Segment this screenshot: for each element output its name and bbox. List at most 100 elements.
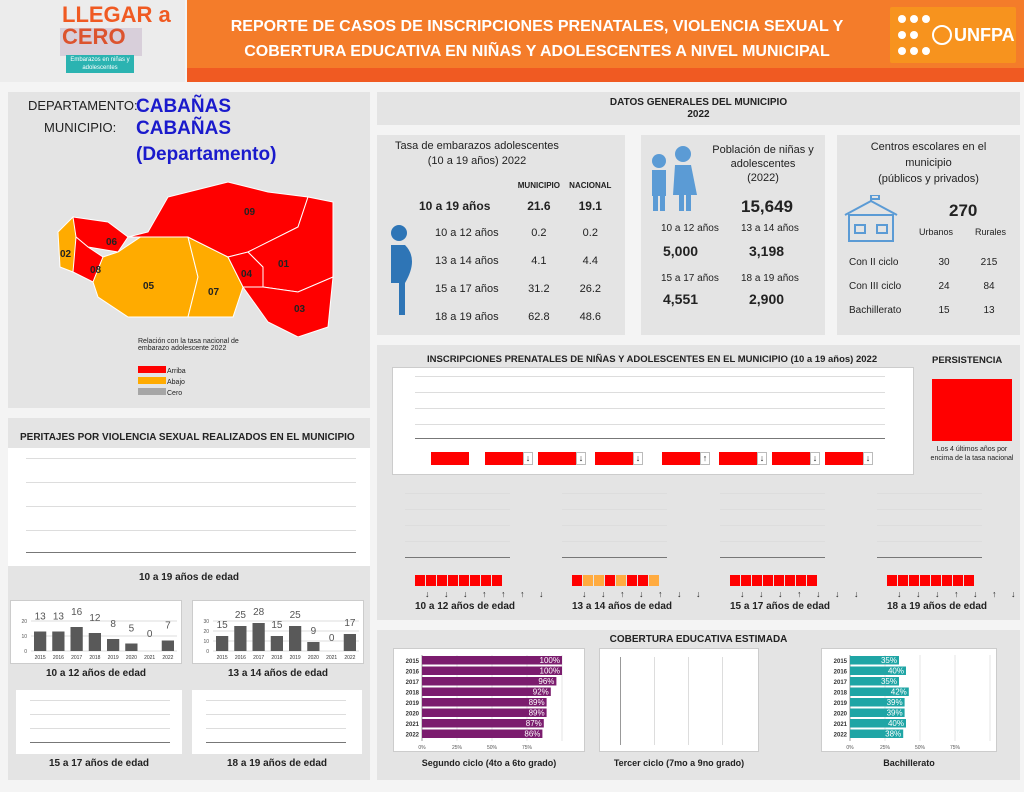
data-label: 0 [329, 633, 335, 644]
trend-arrows: ↓ ↓ ↓ ↑ ↑ ↑ ↓ [425, 589, 550, 599]
data-label: 100% [540, 656, 560, 665]
violence-13-14-chart: 0 10 20 30 15 2015 25 2016 28 2017 15 2018 25 2019 9 20… [192, 600, 364, 664]
trend-arrows: ↓ ↓ ↑ ↓ ↑ ↓ ↓ [582, 589, 707, 599]
population-card: Población de niñas y adolescentes (2022) 1… [641, 135, 825, 335]
y-tick-label: 20 [21, 619, 27, 625]
data-label: 38% [885, 730, 901, 739]
bar-2019 [850, 698, 905, 707]
location-panel: DEPARTAMENTO: CABAÑAS MUNICIPIO: CABAÑAS… [8, 92, 370, 408]
rate-row: 10 a 19 años 21.6 19.1 [419, 199, 602, 213]
prenatal-status-tile [662, 452, 700, 465]
prenatal-group-chart: ↓ ↓ ↓ ↑ ↓ ↑ ↓ 18 a 19 años de edad [877, 483, 1016, 613]
status-tile [605, 575, 615, 586]
violence-18-19-label: 18 a 19 años de edad [226, 758, 328, 769]
rural-header: Rurales [975, 227, 1007, 237]
y-tick-label: 2015 [406, 659, 420, 665]
bar-2018 [270, 636, 283, 651]
municipality-label: MUNICIPIO: [44, 120, 117, 135]
status-tile [470, 575, 480, 586]
status-tile [481, 575, 491, 586]
x-tick-label: 25% [452, 745, 463, 751]
teen-pregnancy-rate-card: Tasa de embarazos adolescentes (10 a 19 a… [377, 135, 625, 335]
prenatal-group-chart: ↓ ↓ ↑ ↓ ↑ ↓ ↓ 13 a 14 años de edad [562, 483, 701, 613]
unfpa-logo: UNFPA [890, 7, 1016, 63]
data-label: 13 [35, 612, 47, 623]
x-tick-label: 2022 [344, 655, 355, 661]
report-title: REPORTE DE CASOS DE INSCRIPCIONES PRENAT… [230, 18, 844, 60]
violence-18-19-chart [192, 690, 362, 754]
y-tick-label: 2020 [834, 712, 848, 718]
data-label: 9 [311, 626, 317, 637]
bar-2016 [422, 666, 562, 675]
x-tick-label: 2018 [271, 655, 282, 661]
status-tile [942, 575, 952, 586]
svg-text:02: 02 [60, 249, 72, 260]
department-value: CABAÑAS [136, 96, 231, 117]
violence-13-14-label: 13 a 14 años de edad [227, 668, 329, 679]
y-tick-label: 20 [203, 629, 209, 635]
data-label: 42% [891, 688, 907, 697]
logo-text: LLEGAR a CERO [62, 2, 171, 49]
school-icon [844, 195, 898, 242]
y-tick-label: 2021 [834, 722, 848, 728]
bar-2015 [422, 656, 562, 665]
x-tick-label: 2018 [89, 655, 100, 661]
bar-2015 [34, 631, 47, 651]
status-tile [583, 575, 593, 586]
status-tile [459, 575, 469, 586]
status-tile [638, 575, 648, 586]
x-tick-label: 2016 [235, 655, 246, 661]
data-label: 8 [110, 619, 116, 630]
x-tick-label: 2016 [53, 655, 64, 661]
x-tick-label: 75% [522, 745, 533, 751]
rate-card-title: Tasa de embarazos adolescentes (10 a 19 a… [395, 140, 559, 167]
violence-main-label: 10 a 19 años de edad [138, 572, 240, 583]
prenatal-status-tile [825, 452, 863, 465]
arrow-down-icon: ↓ [576, 452, 586, 465]
violence-15-17-label: 15 a 17 años de edad [48, 758, 150, 769]
y-tick-label: 2017 [834, 680, 848, 686]
population-title: Población de niñas y adolescentes (2022) [712, 144, 814, 184]
violence-panel: PERITAJES POR VIOLENCIA SEXUAL REALIZADO… [8, 418, 370, 780]
bar-2020 [125, 643, 138, 651]
bar-2020 [307, 642, 320, 651]
coverage-title: COBERTURA EDUCATIVA ESTIMADA [609, 634, 788, 645]
data-label: 0 [147, 629, 153, 640]
y-tick-label: 2020 [406, 712, 420, 718]
svg-text:04: 04 [241, 269, 253, 280]
status-tile [807, 575, 817, 586]
status-tile [763, 575, 773, 586]
violence-main-chart [8, 448, 370, 566]
arrow-down-icon: ↓ [523, 452, 533, 465]
y-tick-label: 30 [203, 619, 209, 625]
status-tile [492, 575, 502, 586]
municipality-value: CABAÑAS [136, 118, 231, 139]
bar-2018 [850, 687, 909, 696]
data-label: 12 [89, 613, 101, 624]
data-label: 13 [53, 612, 65, 623]
svg-text:UNFPA: UNFPA [954, 25, 1015, 45]
bar-2016 [52, 631, 65, 651]
rate-row: 18 a 19 años 62.8 48.6 [435, 311, 601, 323]
arrow-down-icon: ↓ [633, 452, 643, 465]
bar-2018 [422, 687, 551, 696]
x-tick-label: 0% [418, 745, 426, 751]
x-tick-label: 50% [487, 745, 498, 751]
data-label: 89% [529, 709, 545, 718]
x-tick-label: 0% [846, 745, 854, 751]
general-data-header: DATOS GENERALES DEL MUNICIPIO 2022 [377, 92, 1020, 125]
status-tile [953, 575, 963, 586]
status-tile [741, 575, 751, 586]
map-legend-title: Relación con la tasa nacional de embaraz… [138, 338, 239, 352]
pop-age-label: 13 a 14 años [741, 223, 799, 234]
bar-2020 [850, 708, 905, 717]
data-label: 86% [524, 730, 540, 739]
bar-2017 [252, 623, 265, 651]
prenatal-group-chart: ↓ ↓ ↓ ↑ ↓ ↓ ↓ 15 a 17 años de edad [720, 483, 859, 613]
data-label: 40% [888, 667, 904, 676]
status-tile [649, 575, 659, 586]
status-tile [796, 575, 806, 586]
coverage-tercer-chart [599, 648, 759, 752]
schools-title: Centros escolares en el municipio (público… [870, 141, 987, 185]
bar-2021 [850, 719, 906, 728]
